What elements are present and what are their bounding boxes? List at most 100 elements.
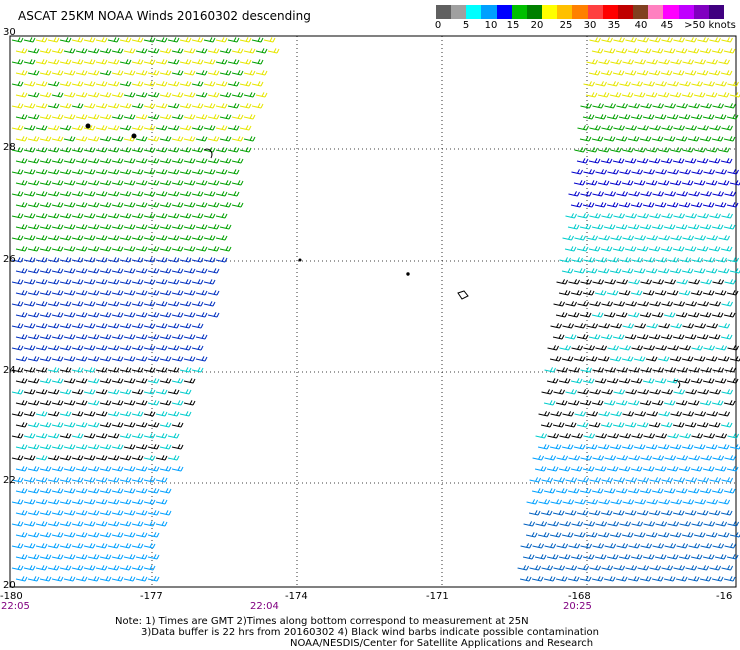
wind-barb — [625, 510, 636, 515]
wind-barb — [709, 125, 720, 130]
wind-barb — [712, 103, 723, 108]
wind-barb — [28, 422, 39, 427]
wind-barb — [610, 268, 621, 273]
wind-barb — [144, 103, 155, 108]
wind-barb — [580, 191, 591, 196]
wind-barb — [52, 312, 63, 317]
wind-barb — [668, 433, 679, 438]
wind-barb — [36, 235, 47, 240]
wind-barb — [48, 213, 59, 218]
wind-barb — [196, 334, 207, 339]
wind-barb — [124, 576, 135, 581]
wind-barb — [557, 367, 568, 372]
wind-barb — [72, 565, 83, 570]
wind-barb — [120, 37, 131, 42]
wind-barb — [108, 367, 119, 372]
wind-barb — [637, 334, 648, 339]
wind-barb — [721, 158, 732, 163]
wind-barb — [156, 235, 167, 240]
wind-barb — [721, 422, 732, 427]
wind-barb — [641, 543, 652, 548]
wind-barb — [228, 191, 239, 196]
wind-barb — [124, 334, 135, 339]
wind-barb — [553, 510, 564, 515]
wind-barb — [100, 92, 111, 97]
wind-barb — [655, 81, 666, 86]
wind-barb — [647, 411, 658, 416]
wind-barb — [228, 81, 239, 86]
wind-barb — [100, 488, 111, 493]
wind-barb — [718, 180, 729, 185]
wind-barb — [132, 301, 143, 306]
wind-barb — [36, 147, 47, 152]
wind-barb — [641, 279, 652, 284]
wind-barb — [64, 488, 75, 493]
wind-barb — [674, 389, 685, 394]
wind-barb — [28, 70, 39, 75]
wind-barb — [575, 323, 586, 328]
wind-barb — [156, 169, 167, 174]
wind-barb — [88, 136, 99, 141]
wind-barb — [730, 268, 740, 273]
wind-barb — [220, 70, 231, 75]
wind-barb — [184, 224, 195, 229]
wind-barb — [256, 92, 267, 97]
wind-barb — [521, 543, 532, 548]
wind-barb — [565, 422, 576, 427]
wind-barb — [156, 323, 167, 328]
wind-barb — [721, 213, 732, 218]
wind-barb — [40, 466, 51, 471]
wind-barb — [136, 224, 147, 229]
wind-barb — [120, 191, 131, 196]
wind-barb — [652, 400, 663, 405]
wind-barb — [184, 356, 195, 361]
wind-barb — [28, 554, 39, 559]
wind-barb — [132, 521, 143, 526]
wind-barb — [667, 169, 678, 174]
wind-barb — [550, 356, 561, 361]
wind-barb — [76, 312, 87, 317]
wind-barb — [682, 92, 693, 97]
wind-barb — [611, 499, 622, 504]
wind-barb — [596, 521, 607, 526]
wind-barb — [691, 554, 702, 559]
wind-barb — [12, 81, 23, 86]
wind-barb — [686, 477, 697, 482]
wind-barb — [96, 235, 107, 240]
wind-barb — [148, 246, 159, 251]
wind-barb — [644, 433, 655, 438]
wind-barb — [719, 499, 730, 504]
wind-barb — [84, 81, 95, 86]
wind-barb — [598, 356, 609, 361]
wind-barb — [144, 477, 155, 482]
wind-barb — [650, 477, 661, 482]
wind-barb — [574, 268, 585, 273]
wind-barb — [605, 455, 616, 460]
wind-barb — [100, 334, 111, 339]
wind-barb — [96, 103, 107, 108]
wind-barb — [664, 488, 675, 493]
wind-barb — [626, 301, 637, 306]
wind-barb — [545, 543, 556, 548]
wind-barb — [673, 70, 684, 75]
wind-barb — [16, 114, 27, 119]
wind-barb — [196, 224, 207, 229]
wind-barb — [728, 257, 739, 262]
wind-barb — [638, 477, 649, 482]
wind-barb — [60, 565, 71, 570]
wind-barb — [232, 48, 243, 53]
wind-barb — [673, 422, 684, 427]
wind-barb — [16, 510, 27, 515]
wind-barb — [72, 301, 83, 306]
wind-barb — [232, 92, 243, 97]
wind-barb — [120, 147, 131, 152]
wind-barb — [701, 543, 712, 548]
wind-barb — [132, 455, 143, 460]
wind-barb — [686, 565, 697, 570]
wind-barb — [644, 345, 655, 350]
wind-barb — [607, 554, 618, 559]
wind-barb — [544, 488, 555, 493]
wind-barb — [710, 565, 721, 570]
wind-barb — [710, 389, 721, 394]
wind-barb — [216, 169, 227, 174]
